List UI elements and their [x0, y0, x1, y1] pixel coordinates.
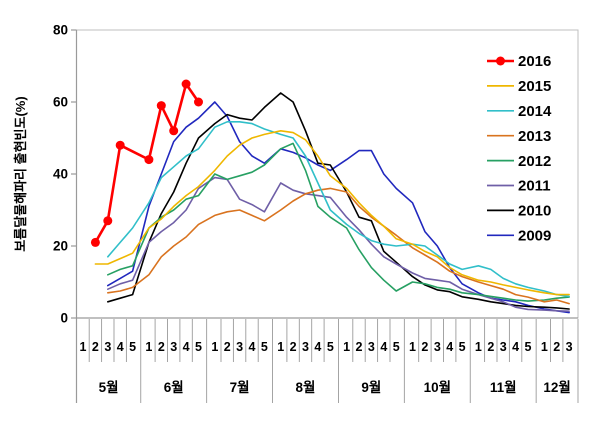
week-label: 5 — [129, 340, 136, 354]
x-axis: 1 2 3 4 5 1 2 3 4 5 1 2 3 4 5 1 2 3 4 5 1 2 3 4 5 1 2 3 4 5 1 2 3 4 5 1 2 35월… — [76, 319, 579, 403]
week-label: 4 — [314, 340, 321, 354]
week-label: 1 — [211, 340, 218, 354]
week-label: 5 — [459, 340, 466, 354]
legend-label-2015: 2015 — [518, 78, 551, 95]
week-label: 5 — [327, 340, 334, 354]
week-label: 3 — [236, 340, 243, 354]
week-label: 1 — [80, 340, 87, 354]
week-label: 4 — [183, 340, 190, 354]
week-label: 1 — [541, 340, 548, 354]
series-marker-2016 — [169, 126, 179, 136]
week-label: 5 — [261, 340, 268, 354]
legend-marker-2016 — [496, 56, 505, 66]
legend-label-2013: 2013 — [518, 128, 551, 145]
week-label: 5 — [393, 340, 400, 354]
month-label-9월: 9월 — [361, 379, 381, 395]
series-line-2016 — [94, 82, 200, 244]
week-label: 1 — [145, 340, 152, 354]
week-label: 2 — [487, 340, 494, 354]
y-tick-label-40: 40 — [53, 167, 68, 182]
y-tick-label-60: 60 — [53, 95, 68, 110]
week-label: 2 — [356, 340, 363, 354]
legend-item-2013: 2013 — [487, 128, 551, 145]
legend-item-2015: 2015 — [487, 78, 551, 95]
month-label-7월: 7월 — [230, 379, 250, 395]
legend-label-2011: 2011 — [518, 178, 551, 195]
series-line-2014 — [107, 121, 570, 298]
month-label-12월: 12월 — [543, 379, 570, 395]
legend-item-2010: 2010 — [487, 203, 551, 220]
week-label: 3 — [104, 340, 111, 354]
month-label-11월: 11월 — [490, 379, 517, 395]
legend-label-2010: 2010 — [518, 203, 551, 220]
week-label: 5 — [525, 340, 532, 354]
legend-label-2016: 2016 — [518, 53, 551, 70]
week-label: 2 — [421, 340, 428, 354]
week-label: 2 — [290, 340, 297, 354]
legend-item-2009: 2009 — [487, 228, 551, 245]
legend-item-2011: 2011 — [487, 178, 551, 195]
week-label: 4 — [446, 340, 453, 354]
series-marker-2016 — [115, 140, 125, 150]
week-label: 1 — [343, 340, 350, 354]
week-label: 5 — [195, 340, 202, 354]
legend-label-2014: 2014 — [518, 103, 552, 120]
legend-item-2016: 2016 — [487, 53, 551, 70]
month-label-10월: 10월 — [424, 379, 451, 395]
series-marker-2016 — [194, 97, 203, 107]
week-label: 3 — [500, 340, 507, 354]
week-label: 1 — [409, 340, 416, 354]
week-label: 3 — [302, 340, 309, 354]
series-marker-2016 — [181, 79, 191, 89]
week-label: 1 — [475, 340, 482, 354]
week-label: 4 — [117, 340, 124, 354]
y-tick-label-80: 80 — [53, 23, 68, 38]
y-axis: 0 20 40 60 80 — [53, 23, 77, 326]
legend-label-2012: 2012 — [518, 153, 551, 170]
month-label-5월: 5월 — [99, 379, 119, 395]
series-line-2012 — [107, 142, 570, 302]
week-label: 4 — [249, 340, 256, 354]
series-marker-2016 — [144, 155, 154, 165]
series-line-2010 — [107, 92, 570, 310]
month-label-6월: 6월 — [164, 379, 184, 395]
week-label: 3 — [170, 340, 177, 354]
legend-item-2014: 2014 — [487, 103, 552, 120]
series-marker-2016 — [156, 101, 166, 111]
month-label-8월: 8월 — [296, 379, 316, 395]
week-label: 2 — [92, 340, 99, 354]
week-label: 4 — [380, 340, 387, 354]
week-label: 1 — [277, 340, 284, 354]
y-axis-title: 보름달물해파리 출현빈도(%) — [13, 96, 28, 252]
legend: 2016 2015 2014 2013 2012 2011 2010 2009 — [487, 53, 552, 245]
week-label: 3 — [434, 340, 441, 354]
week-label: 4 — [512, 340, 519, 354]
week-label: 3 — [566, 340, 573, 354]
week-label: 2 — [553, 340, 560, 354]
y-tick-label-20: 20 — [53, 239, 68, 254]
series-marker-2016 — [103, 216, 113, 226]
legend-item-2012: 2012 — [487, 153, 551, 170]
series-lines — [90, 79, 570, 314]
series-line-2015 — [94, 130, 570, 296]
series-marker-2016 — [90, 237, 100, 247]
week-label: 2 — [158, 340, 165, 354]
week-label: 3 — [368, 340, 375, 354]
y-tick-label-0: 0 — [60, 311, 68, 326]
series-line-2013 — [107, 187, 570, 305]
plot-border — [76, 29, 579, 319]
legend-label-2009: 2009 — [518, 228, 551, 245]
week-label: 2 — [224, 340, 231, 354]
series-line-2011 — [107, 176, 570, 313]
